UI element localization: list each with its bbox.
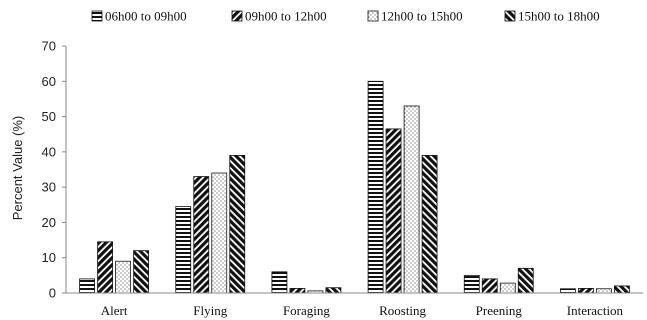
y-tick-label: 0 xyxy=(49,286,56,301)
bar-alert-series-3 xyxy=(115,260,131,294)
bar-roosting-series-1 xyxy=(367,80,384,294)
bar-interaction-series-2 xyxy=(578,288,594,294)
bar-alert-series-2 xyxy=(97,241,113,294)
bar-foraging-series-4 xyxy=(325,287,342,294)
y-tick-label: 20 xyxy=(42,215,56,230)
bar-foraging-series-1 xyxy=(271,271,288,294)
bar-interaction-series-4 xyxy=(614,285,630,294)
bar-preening-series-2 xyxy=(481,278,498,294)
x-tick-label: Alert xyxy=(101,303,128,318)
x-tick-label: Roosting xyxy=(379,303,426,318)
category-labels: Alert Flying Foraging Roosting Preening Inter… xyxy=(101,303,624,318)
y-tick-label: 50 xyxy=(42,109,56,124)
legend-swatch xyxy=(91,10,103,22)
bar-flying-series-3 xyxy=(211,172,228,294)
y-tick-label: 30 xyxy=(42,180,56,195)
bar-roosting-series-3 xyxy=(403,105,420,294)
legend-label: 06h00 to 09h00 xyxy=(105,9,187,24)
bar-flying-series-2 xyxy=(193,176,210,294)
bar-alert-series-1 xyxy=(79,278,95,294)
y-tick-label: 40 xyxy=(42,144,56,159)
legend-swatch xyxy=(231,10,243,22)
bar-preening-series-3 xyxy=(499,282,516,294)
y-axis-title: Percent Value (%) xyxy=(10,116,25,221)
legend-label: 12h00 to 15h00 xyxy=(381,9,463,24)
bar-interaction-series-1 xyxy=(560,288,576,294)
y-tick-label: 10 xyxy=(42,250,56,265)
bar-alert-series-4 xyxy=(133,250,149,294)
legend-swatch xyxy=(504,10,516,22)
y-axis-ticks: 0 10 20 30 40 50 60 70 xyxy=(42,39,66,301)
y-tick-label: 60 xyxy=(42,74,56,89)
bars xyxy=(79,80,630,294)
bar-preening-series-1 xyxy=(463,274,480,294)
legend-label: 09h00 to 12h00 xyxy=(245,9,327,24)
x-tick-label: Interaction xyxy=(567,303,624,318)
y-tick-label: 70 xyxy=(42,39,56,54)
bar-flying-series-1 xyxy=(175,206,192,294)
bar-roosting-series-4 xyxy=(421,154,438,294)
bar-roosting-series-2 xyxy=(385,128,402,294)
bar-flying-series-4 xyxy=(229,154,246,294)
x-tick-label: Preening xyxy=(476,303,523,318)
bar-preening-series-4 xyxy=(517,267,534,294)
legend-label: 15h00 to 18h00 xyxy=(518,9,600,24)
legend: 06h00 to 09h00 09h00 to 12h00 12h00 to 15h… xyxy=(91,9,600,24)
x-tick-label: Flying xyxy=(193,303,227,318)
legend-swatch xyxy=(367,10,379,22)
x-tick-label: Foraging xyxy=(283,303,330,318)
bar-foraging-series-2 xyxy=(289,288,306,294)
bar-interaction-series-3 xyxy=(596,288,612,294)
